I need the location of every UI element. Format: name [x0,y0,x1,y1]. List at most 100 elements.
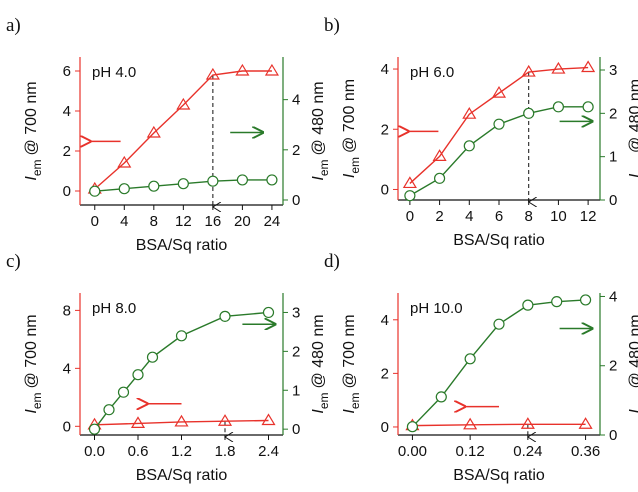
x-tick-label: 1.8 [215,443,236,460]
x-axis-label: BSA/Sq ratio [453,232,545,249]
y-tick-label: 2 [63,143,71,160]
point [177,178,189,190]
y2-tick-label: 4 [292,92,300,109]
x-axis-label: BSA/Sq ratio [136,467,228,484]
label-subscript: em [30,159,44,176]
point [552,101,565,113]
point [148,180,160,192]
point [103,404,115,416]
x-tick-label: 0.6 [128,443,149,460]
point [117,155,132,168]
point [493,318,505,330]
y2-tick-label: 0 [609,192,617,209]
label-subscript: em [317,159,331,176]
x-tick-label: 0.24 [513,443,542,460]
label-text: @ 700 nm [341,79,358,153]
label-symbol: I [341,409,358,414]
y-label: Iem @ 700 nm [23,314,44,413]
y-label: Iem @ 700 nm [341,79,362,178]
y-tick-label: 8 [63,302,71,319]
point [581,60,596,73]
x-tick-label: 6 [495,208,503,225]
y2-tick-label: 2 [609,105,617,122]
y-tick-label: 4 [381,312,389,329]
point [578,417,593,429]
annotation: pH 4.0 [92,64,136,81]
label-subscript: em [30,392,44,409]
label-text: @ 480 nm [310,314,327,388]
y2-tick-label: 2 [292,343,300,360]
point [406,421,419,433]
point [551,61,566,74]
label-symbol: I [23,409,40,414]
x-axis-label: BSA/Sq ratio [136,237,228,254]
y2-tick-label: 1 [292,382,300,399]
y-tick-label: 0 [63,418,71,435]
point [404,190,416,202]
point [463,417,478,430]
label-subscript: em [348,157,362,174]
point [117,386,130,398]
y-tick-label: 6 [63,63,71,80]
y2-tick-label: 3 [292,304,300,321]
point [493,118,505,130]
series-line [94,419,269,426]
label-text: @ 700 nm [23,314,40,388]
y2-tick-label: 1 [609,149,617,166]
label-text: @ 480 nm [627,79,638,153]
point [464,353,476,365]
panel-label: b) [324,15,340,36]
point [433,172,446,184]
label-text: @ 480 nm [310,81,327,155]
y-tick-label: 2 [381,365,389,382]
series-line [93,311,269,430]
series-line [409,66,589,184]
point [235,63,250,76]
label-subscript: em [634,157,638,174]
point [520,417,535,429]
point [175,330,188,342]
y-tick-label: 2 [381,121,389,138]
y-tick-label: 4 [63,103,71,120]
y2-label: Iem @ 480 nm [310,314,331,413]
point [579,294,592,306]
point [132,369,144,381]
y-tick-label: 4 [381,61,389,78]
y2-label: Iem @ 480 nm [310,81,331,180]
y-label: Iem @ 700 nm [23,81,44,180]
series-line [94,70,272,190]
label-symbol: I [627,173,638,178]
point [582,101,594,113]
panel-label: c) [6,251,21,272]
point [463,140,475,152]
y2-tick-label: 4 [609,288,617,305]
point [118,183,130,195]
x-axis-label: BSA/Sq ratio [453,467,545,484]
x-tick-label: 0.0 [84,443,105,460]
point [207,175,219,187]
label-subscript: em [348,392,362,409]
point [146,125,161,138]
y2-tick-label: 2 [292,142,300,159]
point [551,296,563,308]
point [523,107,535,119]
point [130,416,146,429]
point [261,413,276,426]
y2-tick-label: 0 [609,427,617,444]
point [146,351,159,363]
y2-label: Iem @ 480 nm [627,79,638,178]
x-tick-label: 8 [150,213,158,230]
label-symbol: I [341,173,358,178]
series-line [412,423,586,427]
point [432,149,447,161]
point [402,176,417,189]
y-tick-label: 0 [63,183,71,200]
point [264,63,279,76]
point [89,185,101,197]
y-label: Iem @ 700 nm [341,314,362,413]
point [205,67,220,80]
point [522,299,534,311]
label-subscript: em [634,392,638,409]
point [217,414,233,426]
